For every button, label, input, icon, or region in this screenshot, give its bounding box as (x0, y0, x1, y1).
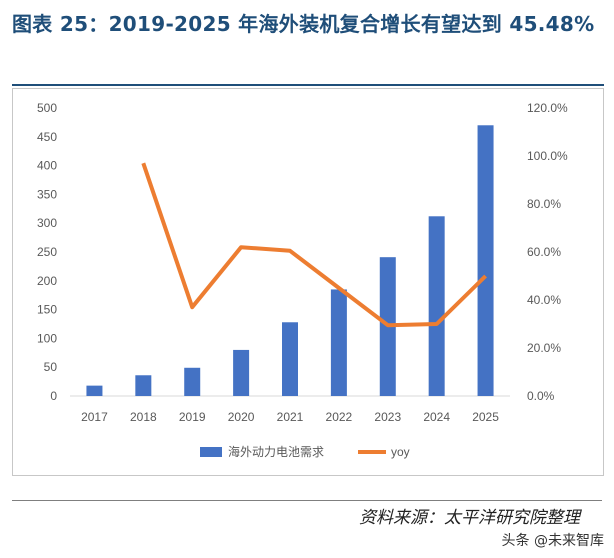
left-tick-label: 400 (37, 159, 57, 173)
bar (135, 375, 152, 396)
left-tick-label: 450 (37, 130, 57, 144)
chart-frame (12, 88, 604, 476)
x-tick-label: 2018 (130, 410, 157, 424)
left-tick-label: 100 (37, 331, 57, 345)
right-tick-label: 40.0% (527, 293, 561, 307)
x-tick-label: 2017 (81, 410, 108, 424)
left-tick-label: 250 (37, 245, 57, 259)
title-underline (12, 84, 604, 86)
yoy-line (141, 162, 488, 328)
left-tick-label: 300 (37, 216, 57, 230)
right-tick-label: 100.0% (527, 149, 568, 163)
x-tick-label: 2022 (326, 410, 353, 424)
right-tick-label: 80.0% (527, 197, 561, 211)
x-tick-label: 2024 (423, 410, 450, 424)
x-axis-labels: 2017 2018 2019 2020 2021 2022 2023 2024 2025 (81, 410, 499, 424)
left-axis: 0 50 100 150 200 250 300 350 400 450 500 (37, 101, 57, 403)
right-tick-label: 120.0% (527, 101, 568, 115)
legend-bar-label: 海外动力电池需求 (228, 444, 324, 459)
left-tick-label: 0 (50, 389, 57, 403)
left-tick-label: 50 (44, 360, 58, 374)
x-tick-label: 2025 (472, 410, 499, 424)
bar (428, 216, 445, 396)
left-tick-label: 200 (37, 274, 57, 288)
bar (233, 349, 250, 396)
bar (86, 385, 103, 396)
bar-series (86, 125, 494, 396)
x-tick-label: 2023 (374, 410, 401, 424)
bar (184, 367, 201, 396)
source-note: 资料来源：太平洋研究院整理 (359, 508, 580, 528)
right-tick-label: 20.0% (527, 341, 561, 355)
x-tick-label: 2021 (277, 410, 304, 424)
bar (282, 322, 298, 396)
left-tick-label: 500 (37, 101, 57, 115)
source-rule (12, 500, 602, 501)
watermark: 头条 @未来智库 (501, 533, 604, 549)
right-tick-label: 0.0% (527, 389, 555, 403)
legend-bar-swatch (200, 447, 222, 457)
bar (330, 289, 347, 396)
right-axis: 0.0% 20.0% 40.0% 60.0% 80.0% 100.0% 120.0% (527, 101, 568, 403)
legend: 海外动力电池需求 yoy (200, 444, 410, 459)
bar (477, 125, 494, 396)
left-tick-label: 150 (37, 303, 57, 317)
x-tick-label: 2019 (179, 410, 206, 424)
left-tick-label: 350 (37, 187, 57, 201)
chart: 0 50 100 150 200 250 300 350 400 450 500 0.0% 20.0%… (37, 101, 568, 459)
legend-line-label: yoy (391, 445, 410, 459)
x-tick-label: 2020 (228, 410, 255, 424)
figure-title: 图表 25：2019-2025 年海外装机复合增长有望达到 45.48% (12, 12, 595, 36)
right-tick-label: 60.0% (527, 245, 561, 259)
